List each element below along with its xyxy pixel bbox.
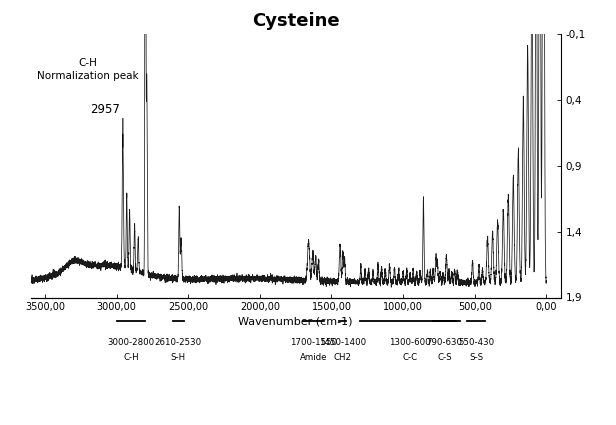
Text: C-C: C-C	[403, 353, 418, 362]
Text: 1700-1550: 1700-1550	[290, 338, 337, 347]
Text: S-S: S-S	[469, 353, 483, 362]
Text: CH2: CH2	[333, 353, 351, 362]
Text: S-H: S-H	[171, 353, 186, 362]
Text: 2957: 2957	[91, 103, 120, 116]
Text: 1300-600: 1300-600	[389, 338, 431, 347]
Text: 1450-1400: 1450-1400	[318, 338, 366, 347]
Text: Amide: Amide	[300, 353, 327, 362]
Title: Cysteine: Cysteine	[252, 11, 339, 30]
Text: 550-430: 550-430	[458, 338, 494, 347]
Text: 3000-2800: 3000-2800	[107, 338, 155, 347]
Text: C-H
Normalization peak: C-H Normalization peak	[37, 58, 139, 81]
Text: 790-630: 790-630	[427, 338, 463, 347]
Text: C-H: C-H	[123, 353, 139, 362]
X-axis label: Wavenumber (cm-1): Wavenumber (cm-1)	[238, 317, 353, 326]
Text: C-S: C-S	[437, 353, 452, 362]
Text: 2610-2530: 2610-2530	[155, 338, 202, 347]
